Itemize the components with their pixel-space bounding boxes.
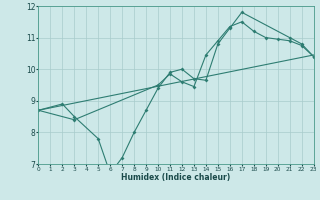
- X-axis label: Humidex (Indice chaleur): Humidex (Indice chaleur): [121, 173, 231, 182]
